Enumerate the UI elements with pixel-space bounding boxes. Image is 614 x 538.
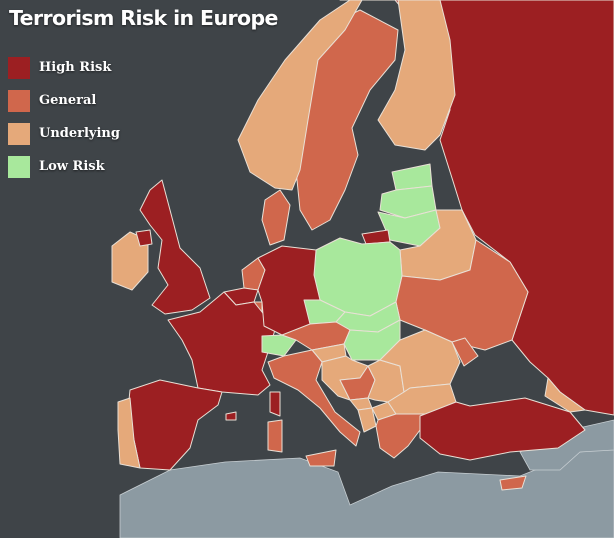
legend-label-underlying: Underlying	[39, 126, 120, 141]
legend-label-low-risk: Low Risk	[39, 159, 105, 174]
country-switzerland	[261, 334, 297, 357]
country-mallorca	[225, 411, 237, 421]
legend: High Risk General Underlying Low Risk	[8, 56, 120, 188]
legend-swatch-low-risk	[8, 155, 30, 178]
legend-label-high-risk: High Risk	[39, 60, 112, 75]
legend-label-general: General	[39, 93, 97, 108]
country-northern-ireland	[135, 229, 153, 247]
north-africa	[119, 447, 614, 538]
country-romania	[379, 329, 461, 393]
country-sicily	[305, 449, 337, 467]
legend-item-underlying: Underlying	[8, 122, 120, 145]
country-united-kingdom	[139, 179, 211, 315]
legend-item-low-risk: Low Risk	[8, 155, 120, 178]
country-turkey	[419, 397, 586, 461]
legend-swatch-high-risk	[8, 56, 30, 79]
country-moldova	[451, 337, 479, 367]
country-corsica	[269, 391, 281, 417]
country-ireland	[111, 231, 149, 291]
country-portugal	[117, 397, 141, 469]
legend-swatch-underlying	[8, 122, 30, 145]
country-norway	[237, 0, 363, 191]
country-georgia	[544, 377, 586, 413]
map-title: Terrorism Risk in Europe	[9, 6, 278, 30]
country-sardinia	[267, 419, 283, 453]
legend-item-general: General	[8, 89, 120, 112]
country-france	[167, 291, 276, 396]
country-finland	[377, 0, 456, 151]
legend-swatch-general	[8, 89, 30, 112]
legend-item-high-risk: High Risk	[8, 56, 120, 79]
country-denmark	[261, 189, 291, 246]
country-cyprus	[499, 475, 527, 491]
